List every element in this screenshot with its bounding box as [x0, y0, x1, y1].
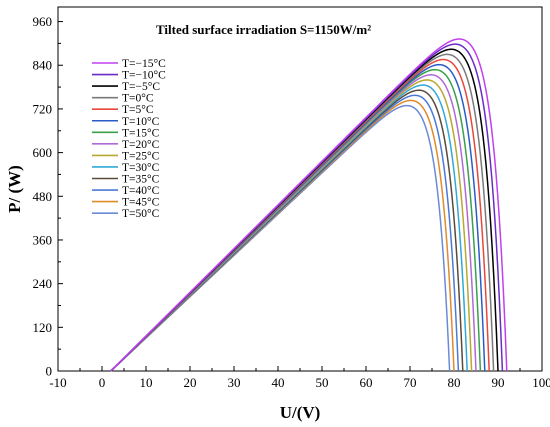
legend-label: T=40°C [122, 185, 160, 197]
series-line [110, 99, 455, 372]
y-tick-label: 720 [33, 101, 53, 116]
x-tick-label: 20 [184, 375, 197, 390]
x-tick-label: 50 [316, 375, 329, 390]
series-line [110, 89, 464, 372]
x-axis: -10 0 10 20 30 40 50 60 70 80 90 100 [49, 366, 550, 390]
x-tick-label: 80 [448, 375, 461, 390]
chart-title: Tilted surface irradiation S=1150W/m² [156, 22, 371, 37]
x-axis-title: U/(V) [280, 403, 321, 422]
series-line [110, 74, 477, 372]
x-tick-label: 60 [360, 375, 373, 390]
legend-label: T=0°C [122, 93, 154, 105]
x-tick-label: 90 [492, 375, 505, 390]
y-axis: 0 120 240 360 480 600 720 840 960 [33, 14, 63, 379]
series-line [110, 63, 486, 372]
x-tick-label: 70 [404, 375, 417, 390]
legend: T=−15°CT=−10°CT=−5°CT=0°CT=5°CT=10°CT=15… [92, 58, 166, 220]
plot-area: -10 0 10 20 30 40 50 60 70 80 90 100 01202403604806… [33, 6, 550, 390]
legend-label: T=−15°C [122, 58, 166, 70]
y-tick-label: 960 [33, 14, 53, 29]
legend-label: T=−5°C [122, 81, 160, 93]
legend-label: T=50°C [122, 208, 160, 220]
legend-label: T=−10°C [122, 70, 166, 82]
legend-label: T=10°C [122, 116, 160, 128]
series-line [110, 58, 490, 372]
series-line [110, 94, 460, 372]
y-tick-label: 600 [33, 145, 53, 160]
series-line [110, 79, 473, 372]
legend-label: T=45°C [122, 197, 160, 209]
series-line [110, 38, 508, 372]
x-tick-label: 10 [140, 375, 153, 390]
series-line [110, 68, 482, 372]
y-tick-label: 240 [33, 276, 53, 291]
series-line [110, 104, 451, 372]
y-tick-label: 120 [33, 320, 53, 335]
x-tick-label: 100 [532, 375, 550, 390]
legend-label: T=30°C [122, 162, 160, 174]
legend-label: T=5°C [122, 104, 154, 116]
legend-label: T=15°C [122, 127, 160, 139]
x-tick-label: 30 [228, 375, 241, 390]
legend-label: T=35°C [122, 174, 160, 186]
y-tick-label: 480 [33, 189, 53, 204]
legend-label: T=20°C [122, 139, 160, 151]
y-axis-title: P/ (W) [5, 165, 24, 213]
x-tick-label: -10 [49, 375, 66, 390]
x-tick-label: 40 [272, 375, 285, 390]
y-tick-label: 0 [46, 364, 53, 379]
y-tick-label: 360 [33, 232, 53, 247]
series-line [110, 53, 495, 372]
series-line [110, 84, 468, 372]
x-tick-label: 0 [99, 375, 106, 390]
series-curves [110, 38, 508, 372]
legend-label: T=25°C [122, 150, 160, 162]
y-tick-label: 840 [33, 58, 53, 73]
